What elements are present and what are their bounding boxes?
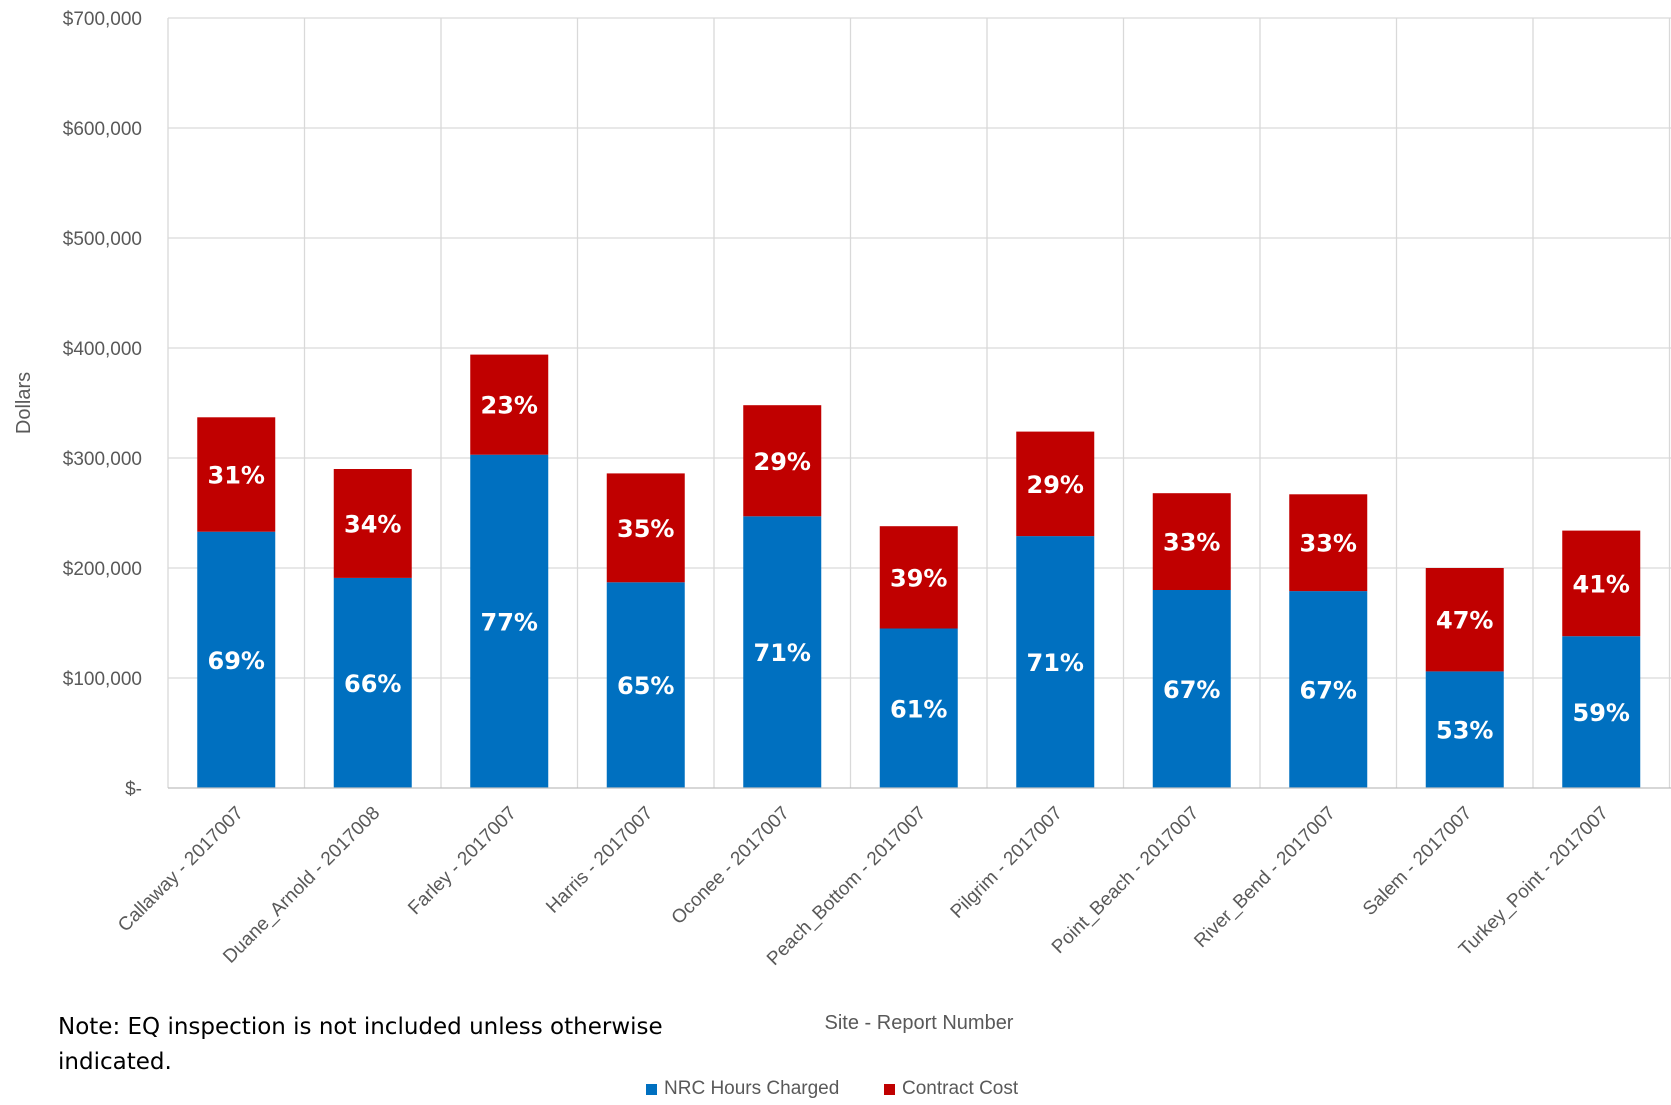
x-category-label: Duane_Arnold - 2017008 (219, 803, 384, 968)
legend-item-nrc-hours: NRC Hours Charged (646, 1078, 839, 1100)
data-label-contract-cost: 39% (890, 564, 947, 592)
y-tick-label: $100,000 (63, 669, 142, 690)
x-category-label: Turkey_Point - 2017007 (1455, 803, 1613, 961)
x-category-label: Callaway - 2017007 (114, 803, 248, 937)
x-category-label: Oconee - 2017007 (668, 803, 794, 929)
data-label-nrc-hours: 59% (1573, 699, 1630, 727)
data-label-nrc-hours: 71% (1027, 649, 1084, 677)
legend: NRC Hours Charged Contract Cost (0, 1078, 1671, 1102)
bar-nrc-hours (333, 577, 412, 788)
y-tick-label: $600,000 (63, 119, 142, 140)
bar-contract-cost (1016, 431, 1095, 537)
x-category-label: Farley - 2017007 (404, 803, 520, 919)
data-labels: 69% 31% 66% 34% 77% 23% 65% 35% 71% 29% 61% 39% 71% 2… (208, 392, 1630, 745)
y-tick-label: $- (125, 779, 142, 800)
legend-label-contract-cost: Contract Cost (902, 1078, 1019, 1099)
x-category-label: Salem - 2017007 (1359, 803, 1476, 920)
bar-nrc-hours (1562, 636, 1641, 788)
data-label-nrc-hours: 53% (1436, 717, 1493, 745)
legend-label-nrc-hours: NRC Hours Charged (664, 1078, 840, 1099)
data-label-contract-cost: 29% (754, 448, 811, 476)
bar-nrc-hours (1152, 590, 1231, 788)
x-category-label: Harris - 2017007 (542, 803, 657, 918)
x-category-label: Peach_Bottom - 2017007 (763, 803, 930, 970)
bar-nrc-hours (743, 516, 822, 788)
y-tick-label: $300,000 (63, 449, 142, 470)
bar-contract-cost (333, 469, 412, 578)
bar-nrc-hours (879, 628, 958, 788)
data-label-contract-cost: 47% (1436, 607, 1493, 635)
x-category-label: River_Bend - 2017007 (1190, 803, 1339, 952)
legend-swatch-contract-cost (884, 1083, 895, 1095)
data-label-nrc-hours: 67% (1300, 677, 1357, 705)
bar-nrc-hours (470, 454, 549, 788)
data-label-nrc-hours: 77% (481, 608, 538, 636)
data-label-nrc-hours: 71% (754, 639, 811, 667)
bar-nrc-hours (1016, 536, 1095, 788)
y-axis-title: Dollars (13, 372, 35, 434)
legend-swatch-nrc-hours (646, 1083, 657, 1095)
bar-contract-cost (1425, 568, 1504, 672)
data-label-contract-cost: 34% (344, 510, 401, 538)
data-label-contract-cost: 33% (1163, 529, 1220, 557)
bar-nrc-hours (197, 531, 276, 788)
data-label-nrc-hours: 67% (1163, 676, 1220, 704)
x-axis-title: Site - Report Number (825, 1012, 1014, 1034)
bar-contract-cost (1562, 530, 1641, 637)
y-tick-label: $400,000 (63, 339, 142, 360)
data-label-contract-cost: 33% (1300, 530, 1357, 558)
legend-item-contract-cost: Contract Cost (884, 1078, 1018, 1100)
y-tick-label: $200,000 (63, 559, 142, 580)
bar-contract-cost (470, 354, 549, 455)
y-tick-label: $500,000 (63, 229, 142, 250)
y-axis-ticks: $- $100,000 $200,000 $300,000 $400,000 $500,0… (63, 9, 142, 800)
bar-contract-cost (1152, 493, 1231, 590)
data-label-nrc-hours: 65% (617, 672, 674, 700)
bar-contract-cost (606, 473, 685, 583)
y-tick-label: $700,000 (63, 9, 142, 30)
data-label-nrc-hours: 61% (890, 695, 947, 723)
data-label-contract-cost: 29% (1027, 471, 1084, 499)
x-category-label: Pilgrim - 2017007 (947, 803, 1067, 923)
bars (197, 354, 1641, 788)
data-label-contract-cost: 23% (481, 392, 538, 420)
bar-nrc-hours (1425, 671, 1504, 788)
bar-contract-cost (197, 417, 276, 532)
chart-note: Note: EQ inspection is not included unle… (58, 1014, 663, 1075)
bar-contract-cost (879, 526, 958, 629)
data-label-contract-cost: 41% (1573, 570, 1630, 598)
bar-contract-cost (743, 405, 822, 517)
bar-contract-cost (1289, 494, 1368, 592)
data-label-nrc-hours: 69% (208, 647, 265, 675)
x-category-label: Point_Beach - 2017007 (1048, 803, 1203, 958)
bar-nrc-hours (606, 582, 685, 788)
data-label-contract-cost: 35% (617, 515, 674, 543)
data-label-contract-cost: 31% (208, 462, 265, 490)
gridlines (167, 17, 1671, 788)
data-label-nrc-hours: 66% (344, 670, 401, 698)
bar-nrc-hours (1289, 591, 1368, 788)
